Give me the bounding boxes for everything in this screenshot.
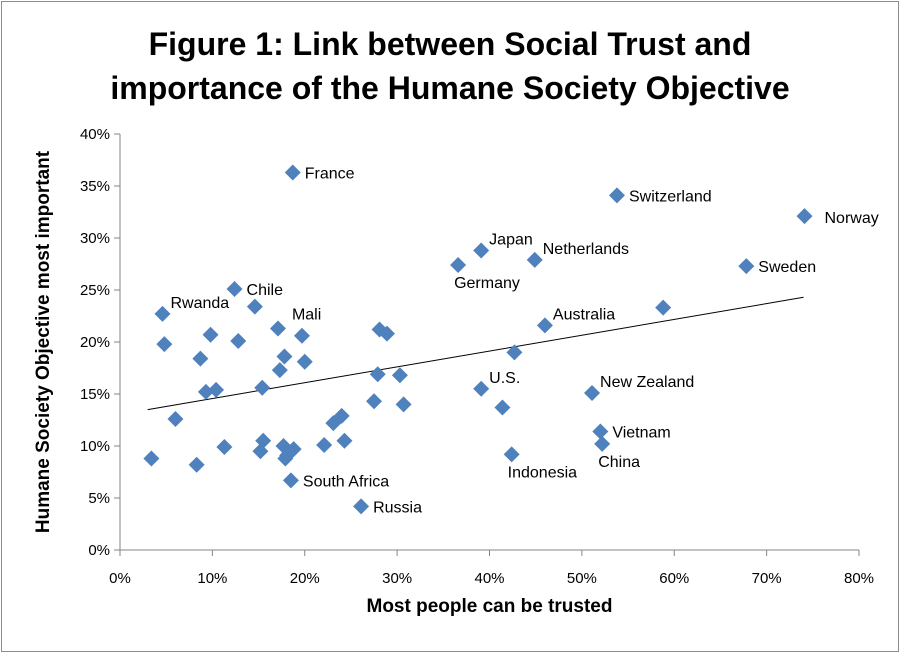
x-tick-label: 70% bbox=[752, 570, 782, 587]
data-point bbox=[216, 439, 233, 456]
data-point bbox=[353, 498, 370, 515]
data-point bbox=[208, 381, 225, 398]
y-tick-label: 5% bbox=[88, 490, 110, 507]
data-point bbox=[269, 320, 286, 337]
data-point bbox=[526, 251, 543, 268]
data-point bbox=[503, 446, 520, 463]
data-point bbox=[246, 298, 263, 315]
chart-title-line-2: importance of the Humane Society Objecti… bbox=[110, 70, 790, 106]
data-point bbox=[592, 423, 609, 440]
data-point bbox=[336, 432, 353, 449]
data-point bbox=[252, 443, 269, 460]
x-tick-label: 10% bbox=[197, 570, 227, 587]
data-point bbox=[197, 383, 214, 400]
point-label: South Africa bbox=[303, 473, 389, 490]
data-point bbox=[494, 399, 511, 416]
y-tick-label: 10% bbox=[80, 438, 110, 455]
data-point bbox=[276, 348, 293, 365]
point-label: Netherlands bbox=[543, 241, 629, 258]
data-point bbox=[608, 187, 625, 204]
data-point bbox=[378, 325, 395, 342]
data-point bbox=[277, 450, 294, 467]
y-tick-label: 0% bbox=[88, 542, 110, 559]
data-point bbox=[536, 317, 553, 334]
data-point bbox=[473, 242, 490, 259]
data-point bbox=[738, 258, 755, 275]
point-label: Mali bbox=[292, 306, 321, 323]
point-label: Chile bbox=[247, 282, 284, 299]
data-point bbox=[584, 384, 601, 401]
x-tick-label: 30% bbox=[382, 570, 412, 587]
y-tick-label: 30% bbox=[80, 230, 110, 247]
data-point bbox=[655, 299, 672, 316]
data-point bbox=[143, 450, 160, 467]
point-label: Switzerland bbox=[629, 188, 712, 205]
data-point bbox=[226, 280, 243, 297]
point-label: France bbox=[305, 165, 355, 182]
data-point bbox=[167, 410, 184, 427]
point-label: Germany bbox=[454, 275, 520, 292]
x-tick-label: 0% bbox=[109, 570, 131, 587]
data-point bbox=[192, 350, 209, 367]
x-axis-label: Most people can be trusted bbox=[366, 596, 613, 617]
point-label: Vietnam bbox=[612, 424, 670, 441]
x-tick-label: 60% bbox=[659, 570, 689, 587]
y-tick-label: 25% bbox=[80, 282, 110, 299]
point-label: Australia bbox=[553, 306, 615, 323]
data-point bbox=[293, 327, 310, 344]
point-label: Rwanda bbox=[170, 295, 229, 312]
point-label: Russia bbox=[373, 499, 422, 516]
point-label: New Zealand bbox=[600, 374, 694, 391]
data-point bbox=[156, 336, 173, 353]
data-point bbox=[254, 379, 271, 396]
data-point bbox=[271, 362, 288, 379]
data-point bbox=[366, 393, 383, 410]
x-tick-label: 50% bbox=[567, 570, 597, 587]
y-tick-label: 35% bbox=[80, 178, 110, 195]
data-point bbox=[296, 353, 313, 370]
point-label: Sweden bbox=[758, 259, 816, 276]
data-point bbox=[202, 326, 219, 343]
data-point bbox=[325, 415, 342, 432]
point-label: Norway bbox=[824, 210, 878, 227]
data-point bbox=[506, 344, 523, 361]
point-label: U.S. bbox=[489, 370, 520, 387]
data-point bbox=[188, 456, 205, 473]
point-label: Indonesia bbox=[508, 464, 577, 481]
data-point bbox=[450, 257, 467, 274]
point-label: China bbox=[598, 454, 640, 471]
x-tick-label: 20% bbox=[290, 570, 320, 587]
data-point bbox=[796, 208, 813, 225]
y-tick-label: 40% bbox=[80, 126, 110, 143]
data-point bbox=[230, 332, 247, 349]
chart-title: Figure 1: Link between Social Trust and … bbox=[0, 22, 900, 110]
x-tick-label: 80% bbox=[844, 570, 874, 587]
data-point bbox=[594, 435, 611, 452]
y-axis-label: Humane Society Objective most important bbox=[33, 150, 54, 534]
data-point bbox=[391, 367, 408, 384]
y-tick-label: 15% bbox=[80, 386, 110, 403]
data-point bbox=[316, 436, 333, 453]
data-point bbox=[284, 164, 301, 181]
chart-title-line-1: Figure 1: Link between Social Trust and bbox=[148, 26, 752, 62]
data-point bbox=[154, 305, 171, 322]
data-point bbox=[395, 396, 412, 413]
x-tick-label: 40% bbox=[474, 570, 504, 587]
data-point bbox=[473, 380, 490, 397]
point-label: Japan bbox=[489, 231, 533, 248]
data-point bbox=[369, 366, 386, 383]
data-point bbox=[282, 472, 299, 489]
y-tick-label: 20% bbox=[80, 334, 110, 351]
trend-line bbox=[147, 296, 804, 411]
